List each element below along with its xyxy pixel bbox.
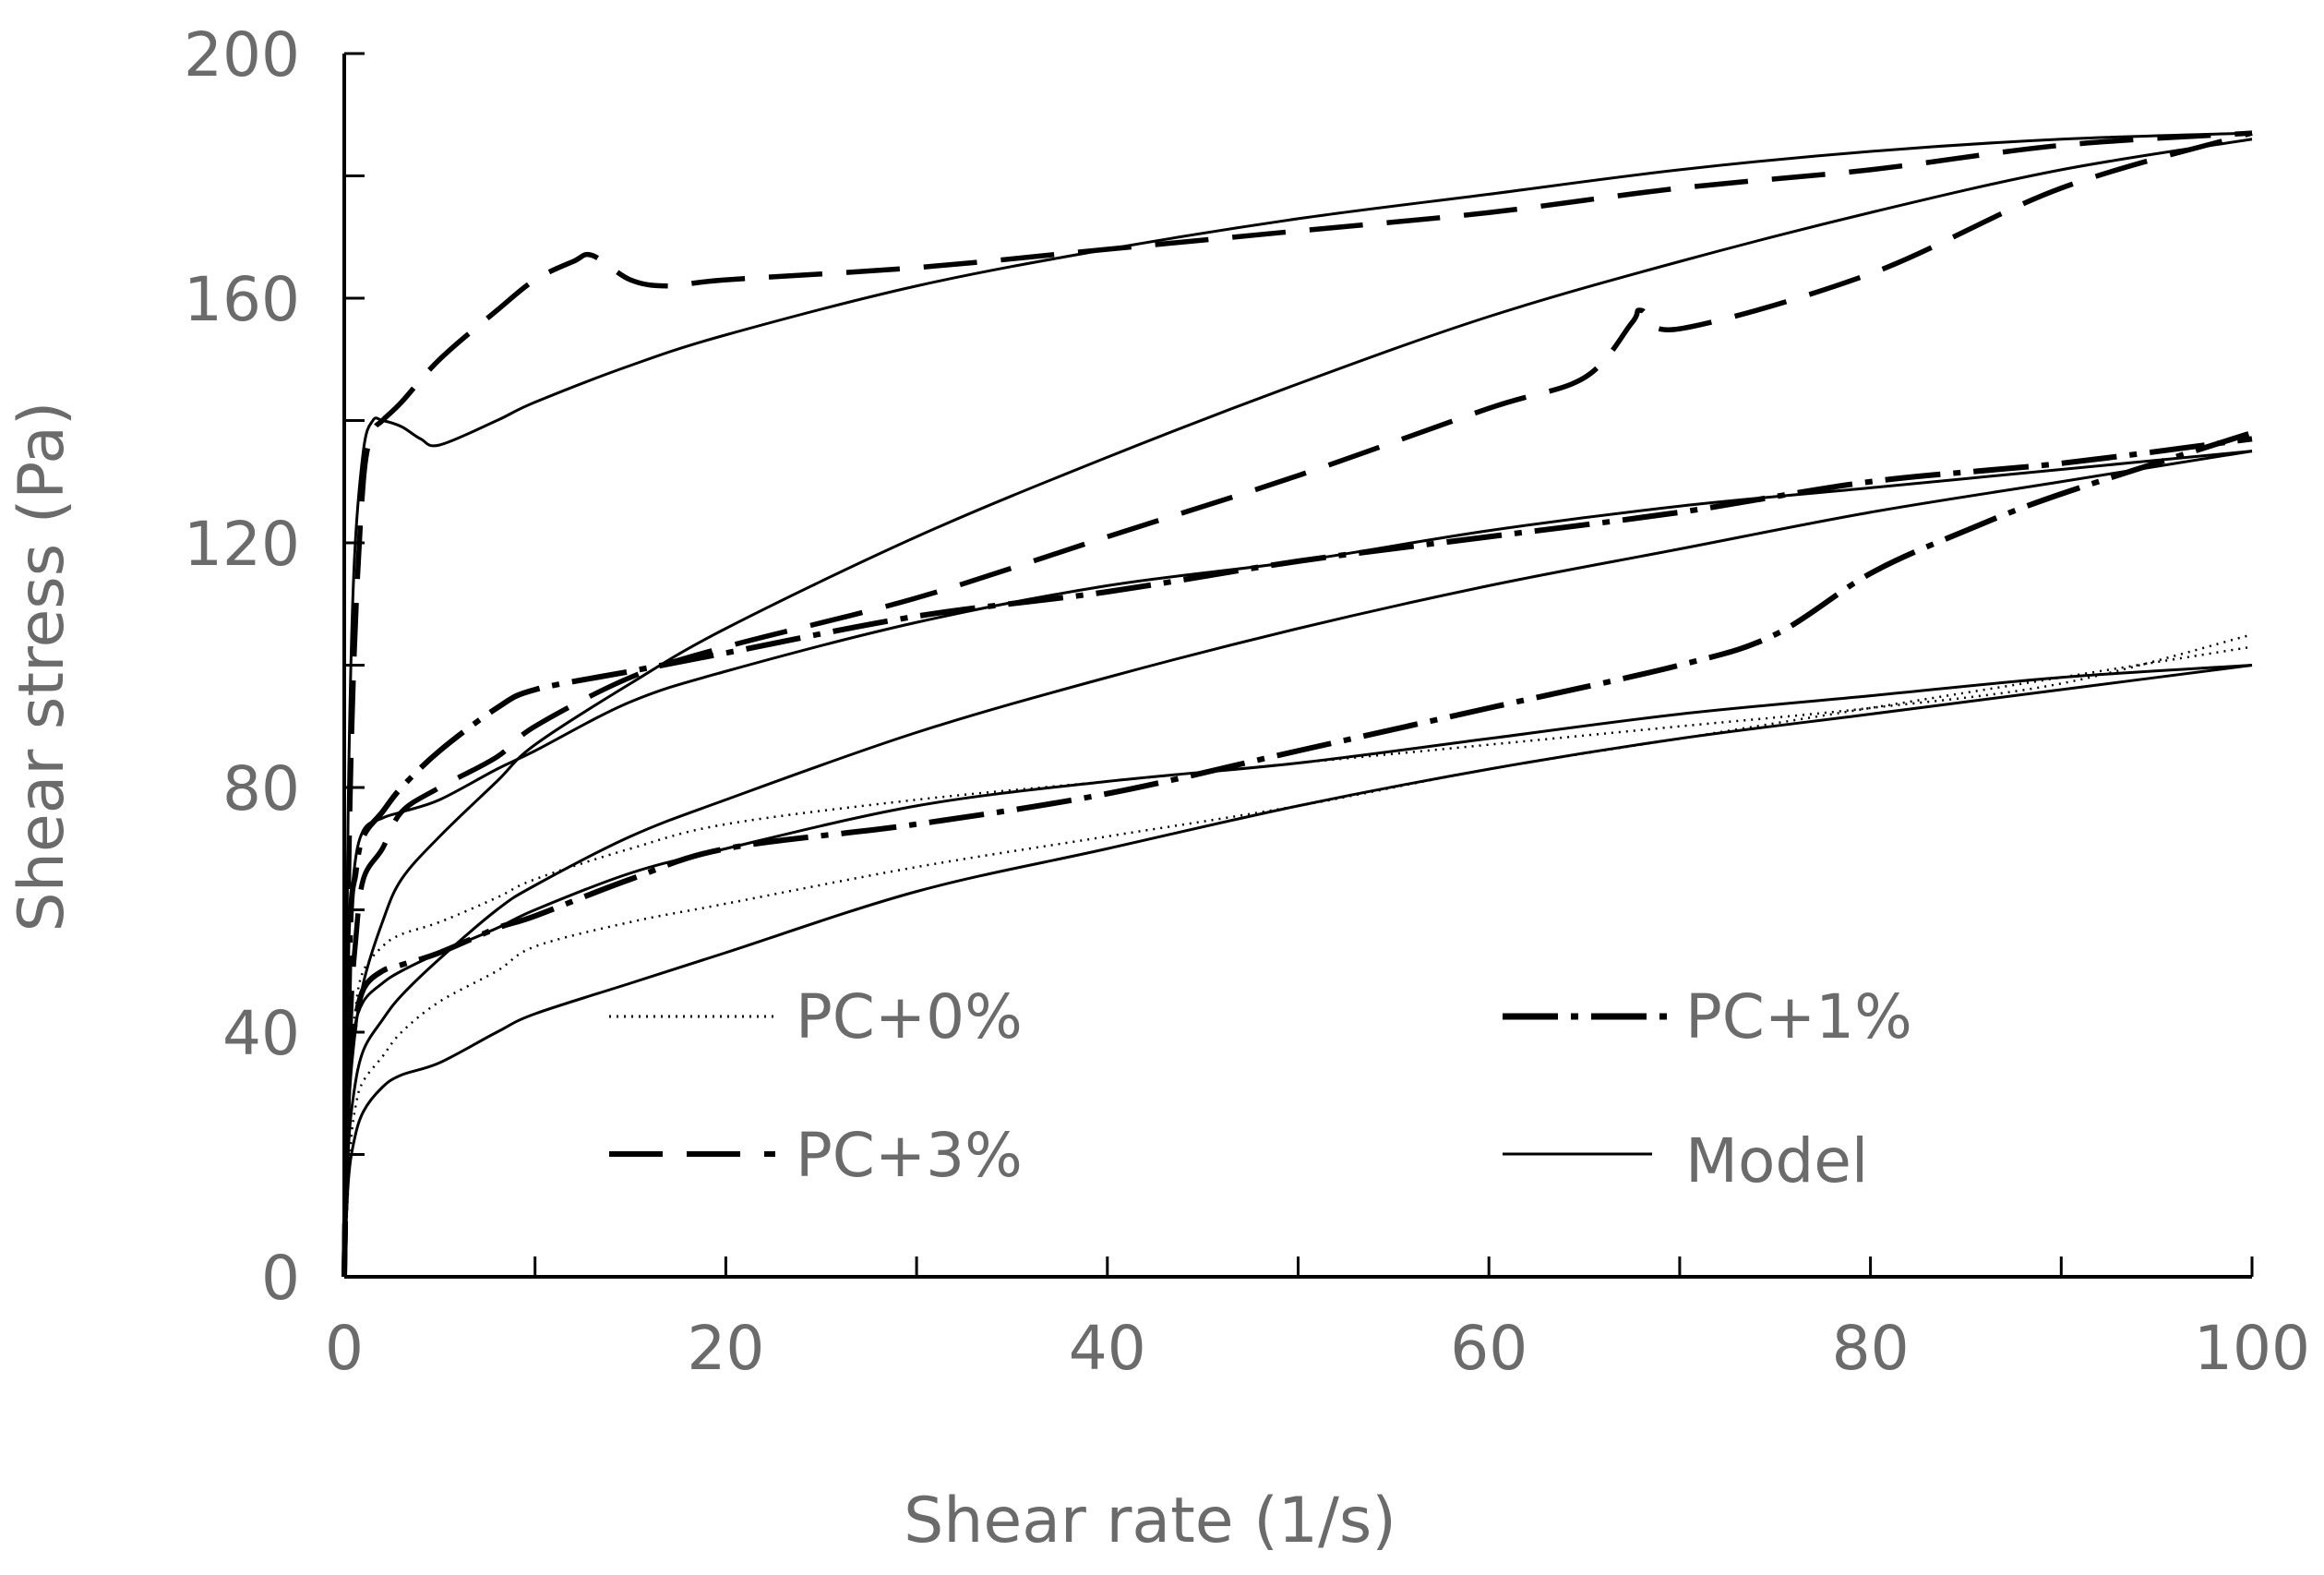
y-tick-label: 200	[184, 19, 300, 90]
y-tick-label: 40	[222, 998, 300, 1069]
legend: PC+0% PC+1% PC+3% Model	[609, 981, 1912, 1196]
x-tick-label: 100	[2194, 1313, 2310, 1384]
series-pc-3-curve-1	[341, 130, 2253, 1278]
legend-label-model: Model	[1685, 1125, 1868, 1196]
x-tick-label: 20	[687, 1313, 764, 1384]
y-axis-title: Shear stress (Pa)	[6, 402, 78, 932]
legend-entry-model: Model	[1503, 1125, 1868, 1196]
series-lines	[341, 130, 2253, 1278]
legend-entry-pc0: PC+0%	[609, 981, 1023, 1052]
series-model-curve-3	[342, 450, 2253, 1278]
legend-label-pc3: PC+3%	[796, 1120, 1023, 1191]
series-pc-0-curve-1	[342, 645, 2253, 1278]
y-tick-label: 80	[222, 753, 300, 824]
x-tick-label: 80	[1832, 1313, 1910, 1384]
x-tick-label: 60	[1450, 1313, 1527, 1384]
series-model-curve-4	[342, 450, 2253, 1278]
y-tick-label: 120	[184, 509, 300, 580]
ticks	[342, 52, 2254, 1279]
legend-entry-pc1: PC+1%	[1503, 981, 1912, 1052]
x-axis-title: Shear rate (1/s)	[904, 1485, 1396, 1557]
series-pc-0-curve-2	[342, 633, 2253, 1278]
y-tick-label: 160	[184, 264, 300, 335]
series-model-curve-6	[342, 131, 2253, 1278]
y-tick-label: 0	[261, 1243, 300, 1314]
x-tick-label: 0	[325, 1313, 364, 1384]
series-pc-3-curve-2	[341, 130, 2253, 1278]
x-tick-label: 40	[1069, 1313, 1146, 1384]
legend-label-pc0: PC+0%	[796, 981, 1023, 1052]
series-model-curve-2	[342, 664, 2253, 1278]
series-model-curve-5	[342, 138, 2253, 1278]
tick-labels: 0 20 40 60 80 100 0 40 80 120 160 200	[184, 19, 2310, 1384]
legend-label-pc1: PC+1%	[1685, 981, 1912, 1052]
series-pc-1-curve-2	[341, 436, 2253, 1278]
series-model-curve-1	[342, 664, 2253, 1278]
series-pc-1-curve-1	[341, 429, 2253, 1278]
axes	[342, 54, 2252, 1279]
legend-entry-pc3: PC+3%	[609, 1120, 1023, 1191]
